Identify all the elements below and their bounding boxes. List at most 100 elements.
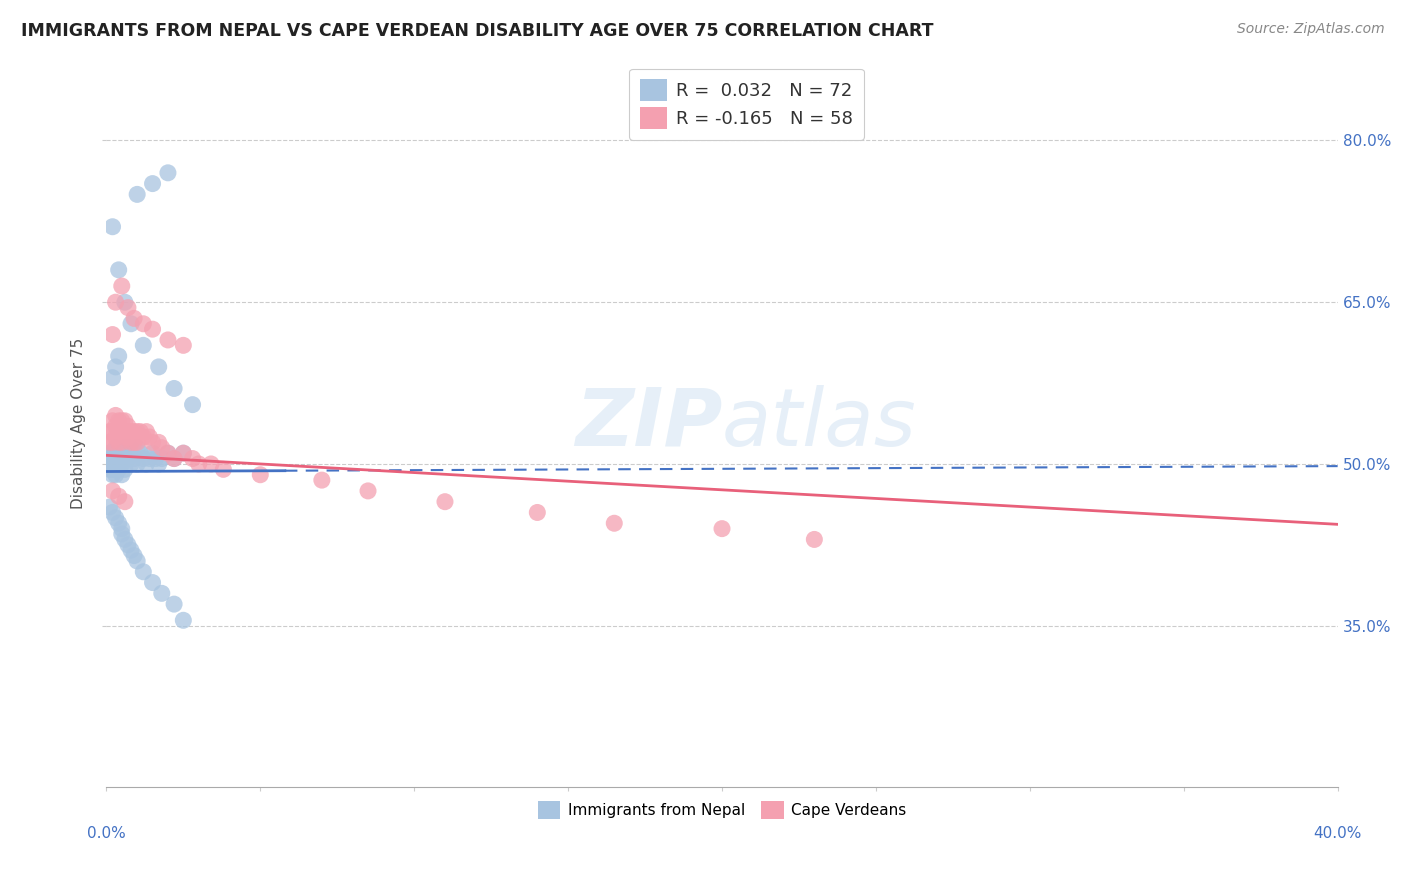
Point — [127, 187, 149, 202]
Text: 0.0%: 0.0% — [87, 826, 125, 841]
Point — [156, 166, 179, 180]
Point — [111, 414, 134, 428]
Point — [111, 279, 134, 293]
Point — [117, 419, 139, 434]
Point — [249, 467, 271, 482]
Point — [148, 435, 170, 450]
Point — [156, 333, 179, 347]
Point — [107, 516, 129, 531]
Point — [132, 451, 155, 466]
Point — [104, 441, 127, 455]
Point — [98, 500, 121, 514]
Point — [101, 506, 124, 520]
Point — [114, 430, 136, 444]
Point — [150, 586, 173, 600]
Point — [101, 435, 124, 450]
Point — [111, 446, 134, 460]
Point — [104, 446, 127, 460]
Point — [117, 301, 139, 315]
Point — [104, 359, 127, 374]
Point — [98, 457, 121, 471]
Point — [129, 425, 152, 439]
Point — [107, 425, 129, 439]
Point — [101, 219, 124, 234]
Point — [711, 522, 734, 536]
Point — [104, 409, 127, 423]
Point — [163, 451, 186, 466]
Point — [138, 451, 160, 466]
Point — [129, 446, 152, 460]
Point — [104, 451, 127, 466]
Point — [114, 494, 136, 508]
Point — [200, 457, 222, 471]
Point — [101, 462, 124, 476]
Point — [107, 435, 129, 450]
Point — [132, 338, 155, 352]
Point — [150, 441, 173, 455]
Point — [101, 483, 124, 498]
Point — [101, 467, 124, 482]
Point — [122, 311, 145, 326]
Point — [135, 457, 157, 471]
Point — [172, 613, 194, 627]
Point — [163, 451, 186, 466]
Point — [163, 382, 186, 396]
Point — [142, 435, 165, 450]
Point — [104, 467, 127, 482]
Point — [148, 359, 170, 374]
Point — [111, 527, 134, 541]
Point — [156, 446, 179, 460]
Point — [107, 489, 129, 503]
Point — [526, 506, 548, 520]
Point — [114, 414, 136, 428]
Point — [172, 446, 194, 460]
Point — [107, 451, 129, 466]
Point — [127, 441, 149, 455]
Point — [172, 446, 194, 460]
Point — [101, 457, 124, 471]
Point — [98, 446, 121, 460]
Point — [187, 457, 209, 471]
Point — [148, 457, 170, 471]
Point — [117, 538, 139, 552]
Point — [122, 425, 145, 439]
Point — [111, 457, 134, 471]
Point — [163, 597, 186, 611]
Point — [142, 446, 165, 460]
Point — [120, 435, 142, 450]
Point — [107, 414, 129, 428]
Point — [433, 494, 456, 508]
Text: atlas: atlas — [723, 384, 917, 463]
Point — [132, 430, 155, 444]
Point — [120, 425, 142, 439]
Point — [101, 414, 124, 428]
Point — [114, 462, 136, 476]
Point — [138, 430, 160, 444]
Point — [181, 398, 204, 412]
Point — [98, 451, 121, 466]
Point — [117, 451, 139, 466]
Point — [104, 511, 127, 525]
Point — [156, 446, 179, 460]
Point — [145, 451, 167, 466]
Y-axis label: Disability Age Over 75: Disability Age Over 75 — [72, 338, 86, 509]
Point — [98, 462, 121, 476]
Point — [101, 425, 124, 439]
Point — [212, 462, 235, 476]
Point — [98, 435, 121, 450]
Point — [107, 263, 129, 277]
Point — [104, 462, 127, 476]
Point — [142, 322, 165, 336]
Text: 40.0%: 40.0% — [1313, 826, 1362, 841]
Point — [120, 446, 142, 460]
Text: Source: ZipAtlas.com: Source: ZipAtlas.com — [1237, 22, 1385, 37]
Point — [107, 462, 129, 476]
Point — [122, 451, 145, 466]
Point — [803, 533, 825, 547]
Point — [127, 435, 149, 450]
Point — [603, 516, 626, 531]
Point — [114, 533, 136, 547]
Point — [311, 473, 333, 487]
Point — [181, 451, 204, 466]
Point — [111, 435, 134, 450]
